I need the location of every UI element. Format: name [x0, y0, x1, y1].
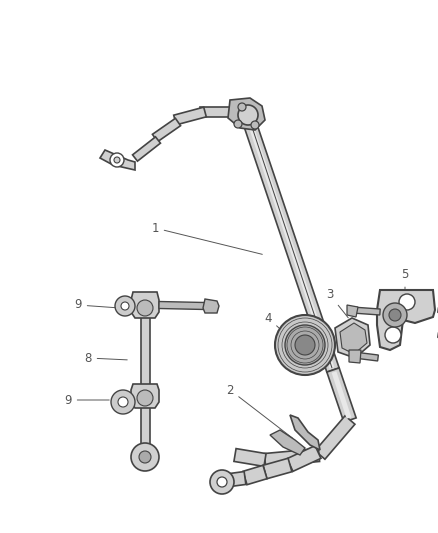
- Circle shape: [238, 105, 258, 125]
- Circle shape: [295, 335, 315, 355]
- Text: 2: 2: [226, 384, 293, 438]
- Polygon shape: [290, 415, 320, 450]
- Polygon shape: [315, 416, 355, 459]
- Circle shape: [131, 443, 159, 471]
- Polygon shape: [327, 368, 356, 422]
- Circle shape: [234, 120, 242, 128]
- Polygon shape: [335, 318, 370, 358]
- Circle shape: [385, 327, 401, 343]
- Circle shape: [399, 294, 415, 310]
- Polygon shape: [174, 107, 206, 125]
- Circle shape: [115, 296, 135, 316]
- Circle shape: [139, 451, 151, 463]
- Text: 9: 9: [64, 393, 109, 407]
- Polygon shape: [265, 449, 320, 466]
- Polygon shape: [347, 305, 358, 317]
- Circle shape: [217, 477, 227, 487]
- Text: 9: 9: [74, 298, 117, 311]
- Polygon shape: [332, 371, 351, 419]
- Circle shape: [389, 309, 401, 321]
- Text: 1: 1: [151, 222, 262, 254]
- Text: 8: 8: [84, 351, 127, 365]
- Polygon shape: [247, 119, 334, 369]
- Polygon shape: [248, 118, 332, 368]
- Circle shape: [137, 300, 153, 316]
- Polygon shape: [352, 307, 380, 315]
- Polygon shape: [200, 107, 245, 117]
- Polygon shape: [353, 352, 378, 361]
- Circle shape: [110, 153, 124, 167]
- Polygon shape: [340, 323, 367, 354]
- Text: 6: 6: [356, 334, 364, 352]
- Polygon shape: [159, 302, 205, 310]
- Polygon shape: [100, 150, 135, 170]
- Circle shape: [285, 325, 325, 365]
- Polygon shape: [131, 384, 159, 408]
- Circle shape: [383, 303, 407, 327]
- Polygon shape: [141, 390, 149, 445]
- Polygon shape: [203, 299, 219, 313]
- Text: 4: 4: [264, 311, 288, 336]
- Polygon shape: [228, 98, 265, 130]
- Polygon shape: [243, 465, 267, 484]
- Circle shape: [121, 302, 129, 310]
- Polygon shape: [131, 292, 159, 318]
- Circle shape: [251, 121, 259, 129]
- Polygon shape: [133, 137, 160, 161]
- Polygon shape: [152, 118, 180, 142]
- Circle shape: [238, 103, 246, 111]
- Text: 5: 5: [401, 269, 409, 295]
- Circle shape: [137, 390, 153, 406]
- Circle shape: [111, 390, 135, 414]
- Polygon shape: [263, 458, 292, 479]
- Text: 7: 7: [0, 532, 1, 533]
- Polygon shape: [242, 116, 339, 372]
- Polygon shape: [349, 350, 361, 363]
- Polygon shape: [234, 449, 266, 466]
- Polygon shape: [270, 430, 305, 455]
- Circle shape: [118, 397, 128, 407]
- Polygon shape: [229, 472, 246, 487]
- Polygon shape: [287, 446, 321, 471]
- Polygon shape: [141, 300, 149, 390]
- Circle shape: [210, 470, 234, 494]
- Circle shape: [275, 315, 335, 375]
- Polygon shape: [377, 290, 435, 350]
- Circle shape: [114, 157, 120, 163]
- Text: 3: 3: [326, 288, 348, 318]
